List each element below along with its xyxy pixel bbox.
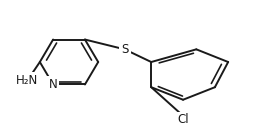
Text: Cl: Cl: [177, 113, 189, 126]
Text: N: N: [49, 78, 57, 91]
Text: S: S: [121, 43, 128, 56]
Text: H₂N: H₂N: [16, 74, 38, 87]
